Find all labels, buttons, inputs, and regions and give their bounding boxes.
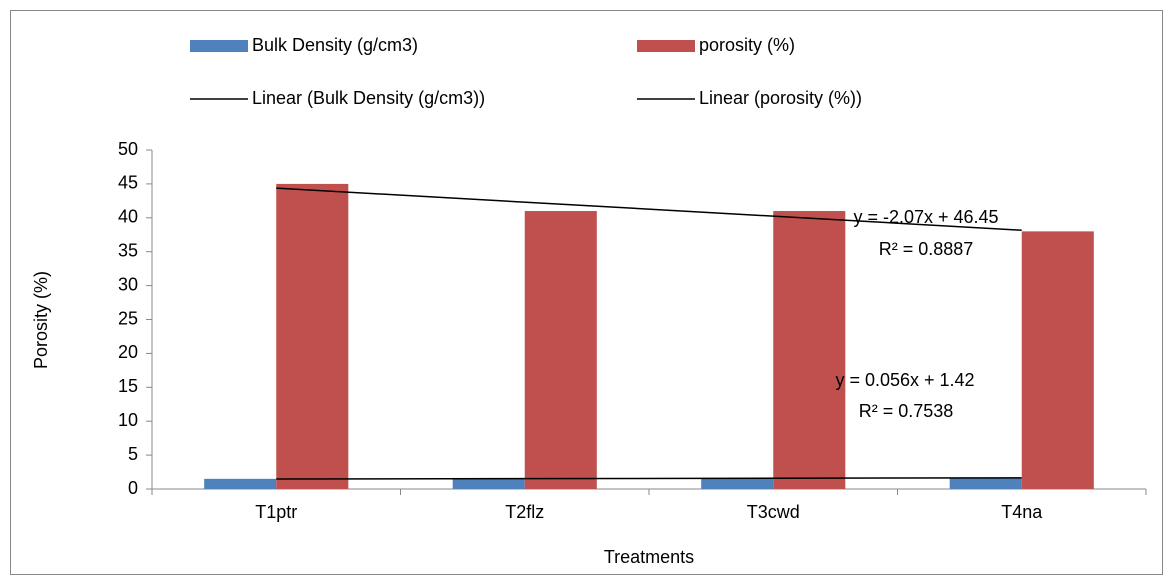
- y-tick-label: 25: [118, 308, 138, 328]
- bar: [452, 478, 525, 489]
- y-axis-title: Porosity (%): [31, 271, 51, 369]
- x-tick-label: T2flz: [505, 502, 544, 522]
- trend-r2: R² = 0.7538: [859, 401, 954, 421]
- trend-equation: y = -2.07x + 46.45: [853, 207, 998, 227]
- trend-equation: y = 0.056x + 1.42: [835, 370, 974, 390]
- x-tick-label: T1ptr: [255, 502, 297, 522]
- y-tick-label: 50: [118, 139, 138, 159]
- trendline: [276, 477, 1022, 480]
- bar: [204, 478, 277, 489]
- y-tick-label: 20: [118, 342, 138, 362]
- bar: [701, 478, 774, 489]
- x-tick-label: T3cwd: [747, 502, 800, 522]
- bar: [524, 211, 597, 489]
- y-tick-label: 40: [118, 207, 138, 227]
- y-tick-label: 35: [118, 240, 138, 260]
- y-tick-label: 10: [118, 410, 138, 430]
- trendline: [276, 187, 1022, 231]
- legend-swatch: [190, 40, 248, 52]
- trend-r2: R² = 0.8887: [879, 239, 974, 259]
- y-tick-label: 0: [128, 478, 138, 498]
- legend-label: porosity (%): [699, 35, 795, 55]
- bar: [773, 211, 846, 489]
- bar: [1021, 231, 1094, 490]
- x-axis-title: Treatments: [604, 547, 694, 567]
- x-tick-label: T4na: [1001, 502, 1043, 522]
- y-tick-label: 30: [118, 274, 138, 294]
- legend-label: Linear (porosity (%)): [699, 88, 862, 108]
- y-tick-label: 45: [118, 173, 138, 193]
- legend-label: Linear (Bulk Density (g/cm3)): [252, 88, 485, 108]
- legend-label: Bulk Density (g/cm3): [252, 35, 418, 55]
- y-tick-label: 5: [128, 444, 138, 464]
- legend-swatch: [637, 40, 695, 52]
- bar: [949, 478, 1022, 489]
- bar: [276, 183, 349, 489]
- y-tick-label: 15: [118, 376, 138, 396]
